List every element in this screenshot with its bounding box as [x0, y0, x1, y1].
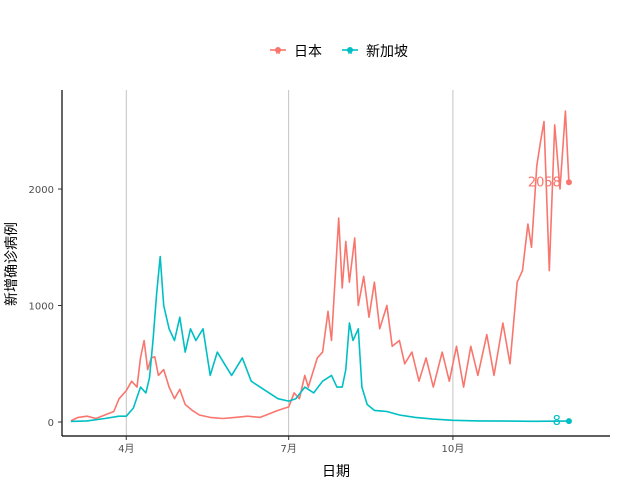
series-line-1: [70, 255, 569, 423]
legend: a 日本 a 新加坡: [270, 44, 408, 60]
x-tick-label: 10月: [442, 443, 465, 455]
legend-key-letter: a: [276, 47, 281, 56]
series-end-point-1: [565, 418, 572, 425]
series-lines: [70, 110, 572, 425]
legend-label: 日本: [294, 44, 322, 60]
series-end-label-1: 8: [553, 414, 561, 429]
end-labels: 2058 8: [528, 175, 561, 429]
legend-key-letter: a: [348, 47, 353, 56]
series-line-0: [70, 110, 570, 422]
y-axis-title: 新增确诊病例: [4, 222, 20, 306]
y-tick-label: 2000: [29, 185, 54, 196]
x-tick-label: 7月: [281, 443, 297, 455]
y-tick-label: 1000: [29, 302, 54, 313]
series-end-label-0: 2058: [528, 175, 561, 190]
x-ticks: 4月 7月 10月: [118, 436, 464, 455]
legend-key-point: [347, 47, 353, 53]
x-tick-label: 4月: [118, 443, 134, 455]
y-tick-label: 0: [48, 418, 54, 429]
legend-label: 新加坡: [366, 44, 408, 60]
series-end-point-0: [565, 179, 572, 186]
y-ticks: 0 1000 2000: [29, 185, 62, 429]
legend-key-point: [275, 47, 281, 53]
x-axis-title: 日期: [322, 464, 350, 480]
grid-lines: [125, 90, 454, 436]
